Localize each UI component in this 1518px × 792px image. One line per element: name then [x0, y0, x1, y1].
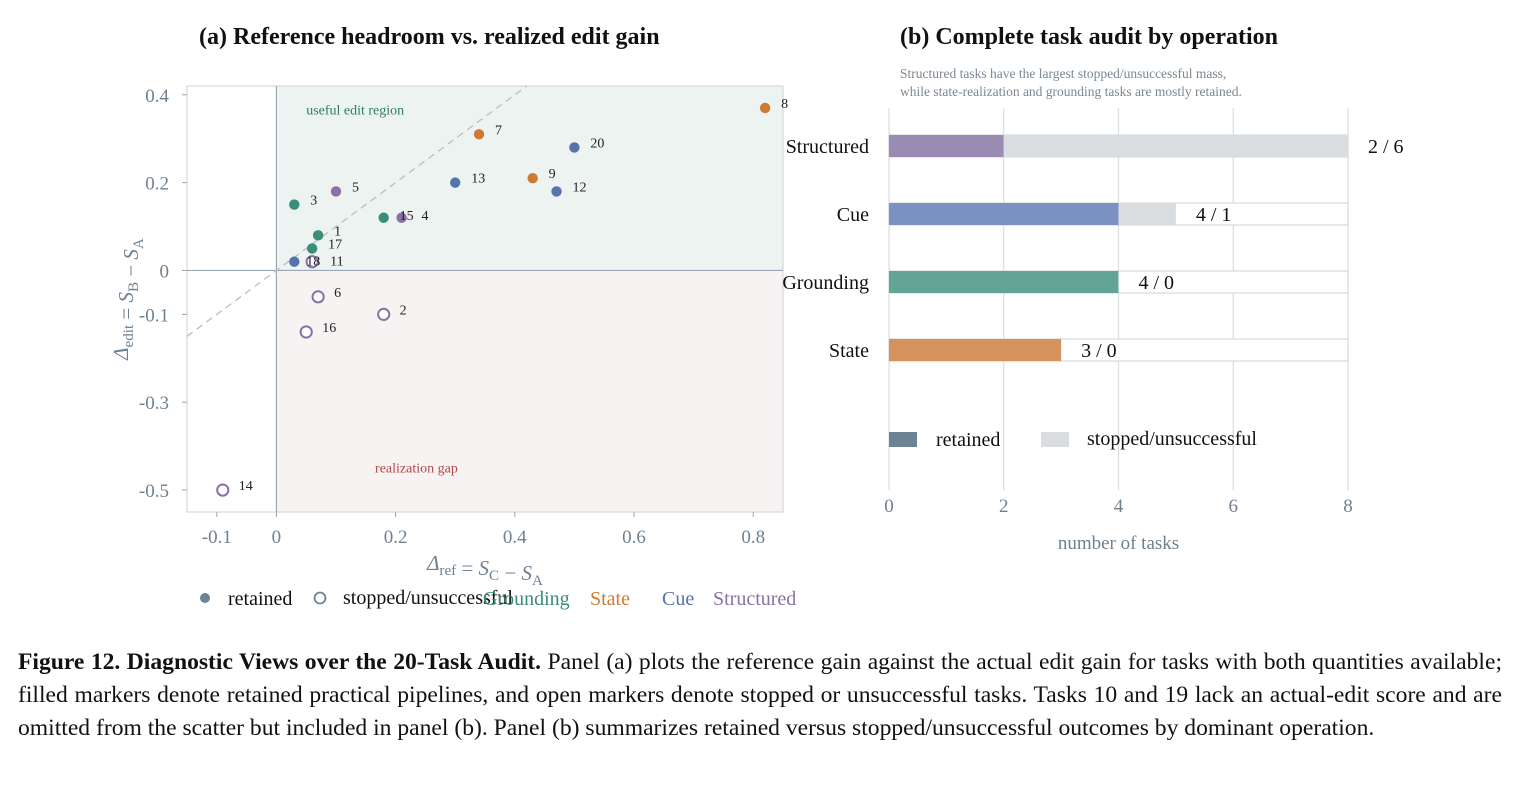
x-tick-label-b: 4 — [1114, 496, 1124, 517]
data-label-task-3: 3 — [310, 194, 317, 209]
y-tick-label: -0.1 — [139, 305, 169, 326]
data-point-task-14 — [216, 483, 230, 497]
data-label-task-18: 18 — [306, 255, 320, 270]
data-point-task-18 — [289, 256, 300, 267]
legend-stopped-label: stopped/unsuccessful — [343, 587, 513, 609]
data-point-task-2 — [377, 307, 391, 321]
x-tick-label: 0 — [272, 527, 282, 548]
useful-edit-region-label: useful edit region — [306, 104, 404, 119]
bar-value-label-state: 3 / 0 — [1081, 340, 1117, 362]
legend-b-retained-swatch — [889, 432, 917, 447]
y-tick-label: 0.2 — [145, 174, 169, 195]
data-label-task-12: 12 — [573, 180, 587, 195]
panel-b-subtitle-line2: while state-realization and grounding ta… — [900, 84, 1242, 99]
data-label-task-11: 11 — [330, 255, 343, 270]
scatter-plot-frame — [186, 85, 784, 513]
bar-stopped-structured — [1003, 135, 1348, 157]
x-tick-label: 0.6 — [622, 527, 646, 548]
realization-gap-region — [276, 270, 783, 512]
x-tick-label: -0.1 — [202, 527, 232, 548]
y-tick-label: 0 — [160, 261, 170, 282]
data-point-task-15 — [378, 212, 389, 223]
data-point-task-13 — [450, 177, 461, 188]
data-point-task-6 — [311, 290, 325, 304]
x-tick-label-b: 2 — [999, 496, 1009, 517]
bar-value-label-grounding: 4 / 0 — [1139, 272, 1175, 294]
bar-stopped-cue — [1118, 203, 1176, 225]
legend-b-stopped-label: stopped/unsuccessful — [1087, 428, 1257, 450]
x-axis-label-b: number of tasks — [1058, 533, 1179, 554]
caption-label: Figure 12. — [18, 649, 127, 675]
data-point-task-7 — [473, 129, 485, 140]
x-tick-label: 0.4 — [503, 527, 527, 548]
data-point-task-3 — [289, 199, 300, 210]
x-tick-label: 0.2 — [384, 527, 408, 548]
y-axis-label: Δedit = SB − SA — [109, 238, 147, 361]
x-tick-label-b: 8 — [1343, 496, 1353, 517]
bar-value-label-cue: 4 / 1 — [1196, 204, 1232, 226]
data-label-task-5: 5 — [352, 180, 359, 195]
caption-bold-title: Diagnostic Views over the 20-Task Audit. — [126, 649, 542, 675]
data-point-task-11 — [305, 255, 319, 269]
data-label-task-17: 17 — [328, 237, 342, 252]
data-label-task-15: 15 — [400, 209, 414, 224]
bar-retained-cue — [889, 203, 1119, 225]
figure-charts: useful edit region realization gap -0.1 0 0.… — [109, 85, 1404, 610]
data-point-task-1 — [312, 230, 324, 241]
legend-b-stopped-swatch — [1041, 432, 1069, 447]
figure-caption: Figure 12. Diagnostic Views over the 20-… — [18, 646, 1502, 745]
panel-b-subtitle-line1: Structured tasks have the largest stoppe… — [900, 66, 1227, 81]
data-point-task-20 — [569, 142, 580, 153]
x-tick-label: 0.8 — [741, 527, 765, 548]
category-label-grounding: Grounding — [782, 272, 869, 294]
bar-retained-state — [889, 339, 1062, 361]
legend-b-retained-label: retained — [936, 429, 1000, 451]
bar-value-label-structured: 2 / 6 — [1368, 136, 1404, 158]
x-tick-label-b: 6 — [1229, 496, 1239, 517]
data-label-task-2: 2 — [400, 303, 407, 318]
data-label-task-6: 6 — [334, 286, 341, 301]
legend-retained-marker — [200, 593, 210, 603]
data-point-task-12 — [551, 186, 562, 197]
category-label-cue: Cue — [837, 204, 869, 226]
data-label-task-4: 4 — [422, 209, 429, 224]
data-label-task-9: 9 — [549, 167, 556, 182]
y-tick-label: 0.4 — [145, 86, 169, 107]
y-tick-label: -0.3 — [139, 393, 169, 414]
realization-gap-region-label: realization gap — [375, 461, 458, 476]
data-point-task-8 — [759, 102, 771, 114]
legend-stopped-marker — [313, 591, 327, 605]
legend-category-state: State — [590, 588, 630, 610]
data-point-task-17 — [306, 243, 318, 254]
data-label-task-8: 8 — [781, 97, 788, 112]
data-label-task-16: 16 — [322, 321, 336, 336]
legend-retained-label: retained — [228, 588, 292, 610]
data-label-task-14: 14 — [239, 479, 253, 494]
legend-category-structured: Structured — [713, 588, 796, 610]
data-label-task-20: 20 — [590, 136, 604, 151]
panel-a-title: (a) Reference headroom vs. realized edit… — [199, 24, 660, 50]
x-tick-label-b: 0 — [884, 496, 894, 517]
data-point-task-16 — [299, 325, 313, 339]
bar-retained-structured — [889, 135, 1004, 157]
x-axis-label: Δref = SC − SA — [426, 551, 543, 589]
data-point-task-5 — [330, 186, 342, 197]
y-tick-label: -0.5 — [139, 481, 169, 502]
legend-category-grounding: Grounding — [483, 588, 570, 610]
bar-retained-grounding — [889, 271, 1119, 293]
category-label-structured: Structured — [786, 136, 869, 158]
identity-reference-line — [186, 85, 528, 337]
legend-category-cue: Cue — [662, 588, 694, 610]
data-label-task-13: 13 — [471, 172, 485, 187]
caption-body: Panel (a) plots the reference gain again… — [18, 649, 1502, 741]
panel-b-title: (b) Complete task audit by operation — [900, 24, 1279, 50]
data-label-task-1: 1 — [334, 224, 341, 239]
data-point-task-4 — [396, 212, 407, 223]
data-point-task-9 — [527, 173, 538, 184]
data-label-task-7: 7 — [495, 123, 502, 138]
category-label-state: State — [829, 340, 869, 362]
figure: (a) Reference headroom vs. realized edit… — [109, 24, 1404, 610]
